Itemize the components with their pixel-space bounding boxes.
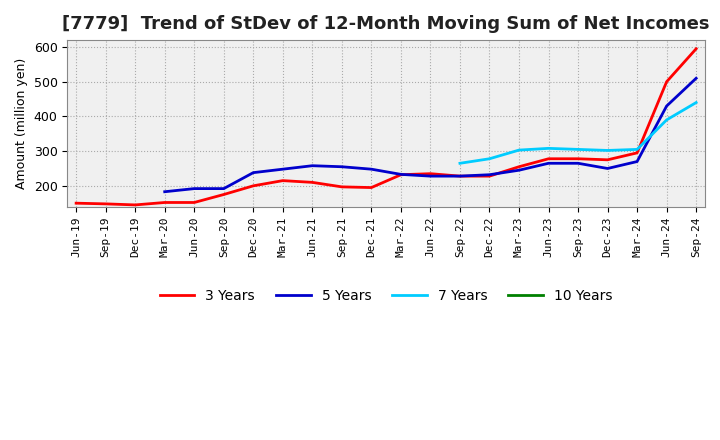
5 Years (633, 159, 642, 164)
7 Years (633, 147, 642, 152)
3 Years (515, 164, 523, 169)
Line: 5 Years: 5 Years (165, 78, 696, 192)
3 Years (190, 200, 199, 205)
5 Years (308, 163, 317, 169)
3 Years (131, 202, 140, 208)
5 Years (456, 173, 464, 179)
Legend: 3 Years, 5 Years, 7 Years, 10 Years: 3 Years, 5 Years, 7 Years, 10 Years (154, 283, 618, 308)
7 Years (485, 156, 494, 161)
5 Years (515, 168, 523, 173)
7 Years (515, 147, 523, 153)
5 Years (367, 166, 376, 172)
7 Years (692, 100, 701, 105)
5 Years (574, 161, 582, 166)
3 Years (426, 171, 435, 176)
5 Years (426, 173, 435, 179)
3 Years (72, 201, 81, 206)
3 Years (308, 180, 317, 185)
5 Years (397, 172, 405, 177)
3 Years (603, 157, 612, 162)
3 Years (279, 178, 287, 183)
3 Years (662, 79, 671, 84)
3 Years (544, 156, 553, 161)
5 Years (161, 189, 169, 194)
5 Years (220, 186, 228, 191)
5 Years (662, 103, 671, 109)
5 Years (190, 186, 199, 191)
5 Years (279, 166, 287, 172)
7 Years (456, 161, 464, 166)
3 Years (161, 200, 169, 205)
5 Years (692, 76, 701, 81)
7 Years (662, 117, 671, 123)
3 Years (574, 156, 582, 161)
5 Years (603, 166, 612, 171)
3 Years (367, 185, 376, 190)
5 Years (485, 172, 494, 177)
7 Years (544, 146, 553, 151)
Line: 3 Years: 3 Years (76, 49, 696, 205)
Line: 7 Years: 7 Years (460, 103, 696, 163)
7 Years (603, 148, 612, 153)
5 Years (249, 170, 258, 175)
3 Years (338, 184, 346, 190)
3 Years (485, 173, 494, 179)
3 Years (397, 172, 405, 177)
3 Years (692, 46, 701, 51)
3 Years (456, 173, 464, 179)
3 Years (220, 192, 228, 197)
Y-axis label: Amount (million yen): Amount (million yen) (15, 58, 28, 189)
5 Years (544, 161, 553, 166)
5 Years (338, 164, 346, 169)
3 Years (249, 183, 258, 188)
3 Years (102, 201, 110, 206)
Title: [7779]  Trend of StDev of 12-Month Moving Sum of Net Incomes: [7779] Trend of StDev of 12-Month Moving… (63, 15, 710, 33)
3 Years (633, 150, 642, 155)
7 Years (574, 147, 582, 152)
